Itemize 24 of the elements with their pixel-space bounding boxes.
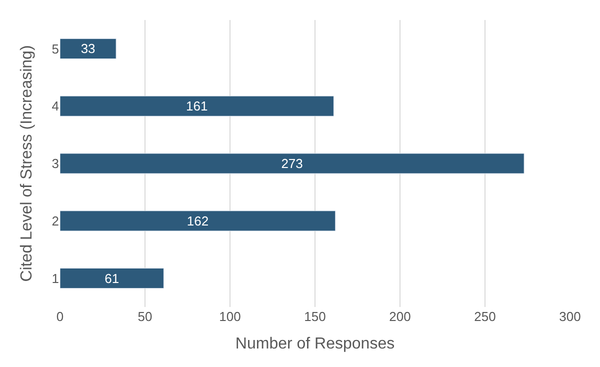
y-axis-title: Cited Level of Stress (Increasing)	[18, 45, 36, 282]
data-label: 161	[186, 98, 208, 114]
x-tick-label: 0	[56, 309, 64, 324]
bar	[60, 268, 164, 289]
x-tick-label: 200	[389, 309, 411, 324]
y-tick-label: 1	[52, 270, 59, 286]
y-tick-label: 5	[52, 41, 59, 56]
data-label: 162	[186, 213, 209, 228]
bar	[60, 96, 334, 116]
data-label: 273	[281, 156, 303, 171]
bar	[60, 153, 524, 174]
bar	[60, 38, 116, 59]
x-tick-label: 250	[474, 309, 496, 324]
x-tick-label: 50	[138, 309, 152, 324]
x-tick-label: 300	[559, 309, 581, 324]
x-tick-label: 150	[304, 309, 326, 324]
y-tick-label: 2	[52, 213, 59, 228]
x-tick-label: 100	[219, 309, 241, 324]
bar	[60, 210, 336, 232]
y-tick-label: 4	[52, 98, 59, 114]
x-axis-title: Number of Responses	[235, 336, 395, 353]
data-label: 61	[104, 270, 120, 286]
data-label: 33	[80, 41, 96, 56]
y-tick-label: 3	[52, 156, 59, 172]
